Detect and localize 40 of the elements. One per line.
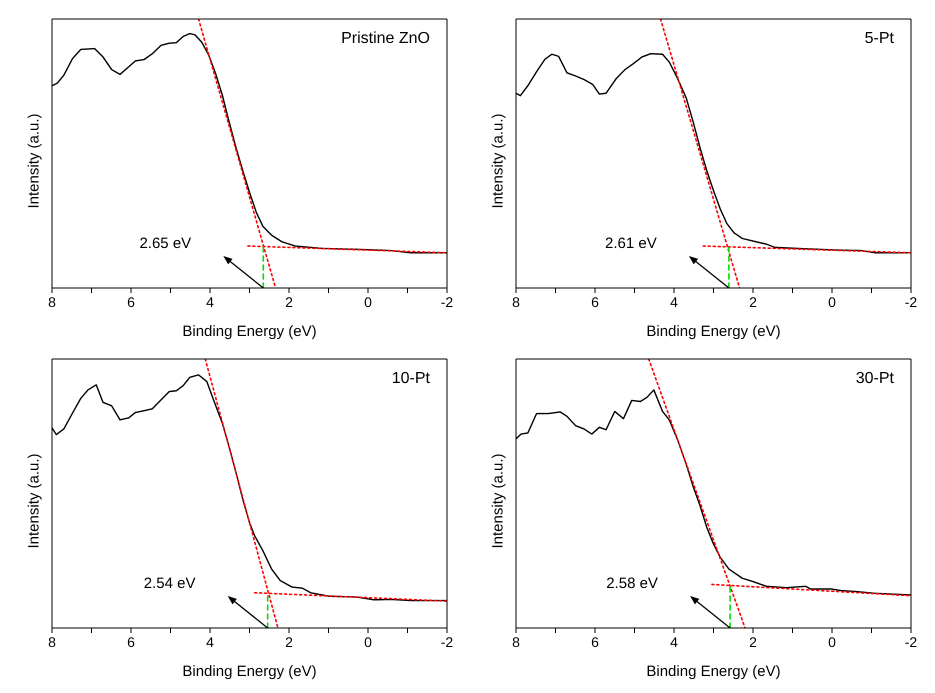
x-tick-label: 4 [206, 294, 214, 310]
x-tick-label: -2 [440, 294, 454, 310]
x-tick-label: -2 [904, 634, 918, 650]
x-tick-label: 8 [48, 294, 56, 310]
annotation: 2.54 eV [144, 575, 196, 592]
x-axis-title: Binding Energy (eV) [646, 323, 781, 340]
y-axis-title: Intensity (a.u.) [25, 113, 42, 208]
x-tick-label: 6 [127, 634, 136, 650]
x-tick-label: -2 [440, 634, 454, 650]
x-tick-label: 0 [828, 294, 836, 310]
x-tick-label: 6 [127, 294, 136, 310]
x-tick-label: 8 [48, 634, 56, 650]
x-tick-label: 8 [512, 294, 520, 310]
x-tick-label: -2 [904, 294, 918, 310]
text: 5-Pt [864, 30, 894, 48]
x-tick-label: 2 [285, 294, 294, 310]
x-tick-label: 2 [749, 634, 758, 650]
annotation: 2.65 eV [139, 235, 192, 252]
text: Pristine ZnO [341, 30, 430, 48]
annotation: 2.58 eV [606, 575, 658, 592]
text: 10-Pt [392, 370, 430, 388]
x-tick-label: 2 [749, 294, 758, 310]
x-tick-label: 0 [364, 294, 372, 310]
annotation: 2.61 eV [605, 235, 657, 252]
x-tick-label: 4 [670, 634, 678, 650]
x-axis-title: Binding Energy (eV) [182, 663, 317, 680]
x-axis-title: Binding Energy (eV) [182, 323, 317, 340]
y-axis-title: Intensity (a.u.) [489, 113, 506, 208]
x-tick-label: 0 [828, 634, 836, 650]
x-tick-label: 4 [670, 294, 678, 310]
x-tick-label: 8 [512, 634, 520, 650]
y-axis-title: Intensity (a.u.) [489, 453, 506, 548]
x-axis-title: Binding Energy (eV) [646, 663, 781, 680]
x-tick-label: 2 [285, 634, 294, 650]
x-tick-label: 4 [206, 634, 214, 650]
x-tick-label: 6 [591, 634, 600, 650]
y-axis-title: Intensity (a.u.) [25, 453, 42, 548]
x-tick-label: 6 [591, 294, 600, 310]
text: 30-Pt [856, 370, 894, 388]
x-tick-label: 0 [364, 634, 372, 650]
